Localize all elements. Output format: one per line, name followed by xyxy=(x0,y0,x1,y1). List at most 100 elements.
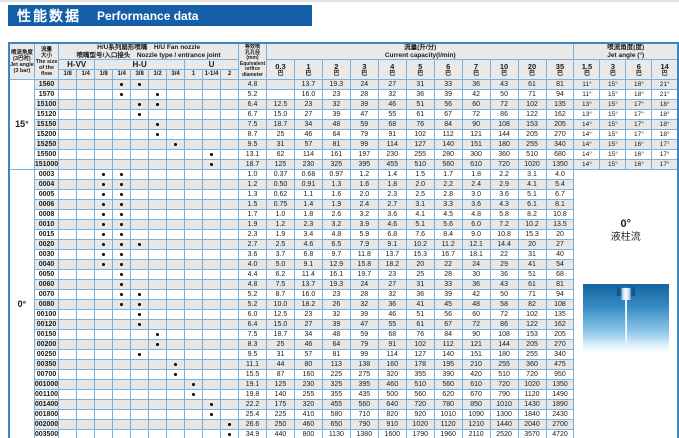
nozzle-size-header: 1/4 xyxy=(76,69,96,80)
header-line: flow xyxy=(41,70,53,77)
nozzle-availability-cell xyxy=(184,319,204,330)
nozzle-availability-cell xyxy=(58,379,78,390)
nozzle-availability-cell xyxy=(202,169,222,180)
jet-angle-cell: 11° xyxy=(573,89,601,100)
capacity-cell: 151 xyxy=(461,139,491,150)
nozzle-availability-cell xyxy=(148,169,168,180)
nozzle-availability-cell xyxy=(148,369,168,380)
capacity-cell: 270 xyxy=(545,339,575,350)
capacity-cell: 5.0 xyxy=(266,259,295,270)
nozzle-availability-cell xyxy=(148,219,168,230)
nozzle-availability-cell xyxy=(130,139,150,150)
table-row: 00120 6.4 15.0 27 39 47 55 61 67 72 86 122 162 xyxy=(9,319,678,330)
dot-marker xyxy=(120,172,124,176)
capacity-cell: 9.0 xyxy=(461,229,491,240)
capacity-cell: 27 xyxy=(377,279,407,290)
capacity-cell: 47 xyxy=(349,109,379,120)
pressure-0.3-bar-header: 0.3 巴 xyxy=(266,59,295,80)
dot-marker xyxy=(120,242,124,246)
equiv-diameter-cell: 1.5 xyxy=(238,199,267,210)
capacity-cell: 3.6 xyxy=(377,209,407,220)
table-row: 001000 19.1 125 230 325 395 460 510 560 610 720 102… xyxy=(9,379,678,390)
nozzle-availability-cell xyxy=(94,399,114,410)
equiv-diameter-cell: 13.1 xyxy=(238,149,267,160)
dot-marker xyxy=(102,192,106,196)
capacity-cell: 13.7 xyxy=(377,249,407,260)
capacity-cell: 280 xyxy=(433,149,463,160)
nozzle-availability-cell xyxy=(112,119,132,130)
nozzle-availability-cell xyxy=(130,339,150,350)
nozzle-availability-cell xyxy=(202,319,222,330)
capacity-cell: 4.1 xyxy=(517,179,547,190)
capacity-cell: 620 xyxy=(433,389,463,400)
capacity-cell: 12.5 xyxy=(266,309,295,320)
capacity-cell: 32 xyxy=(349,299,379,310)
capacity-cell: 31 xyxy=(405,79,435,90)
capacity-cell: 16.1 xyxy=(321,269,351,280)
equiv-diameter-cell: 4.0 xyxy=(238,259,267,270)
table-row: 00700 15.5 87 160 225 275 320 355 390 420 510 720 95… xyxy=(9,369,678,380)
nozzle-availability-cell xyxy=(202,239,222,250)
capacity-cell: 180 xyxy=(489,349,519,360)
capacity-cell: 94 xyxy=(545,289,575,300)
dot-marker xyxy=(156,342,160,346)
nozzle-availability-cell xyxy=(94,279,114,290)
capacity-cell: 180 xyxy=(489,139,519,150)
nozzle-availability-cell xyxy=(148,319,168,330)
capacity-cell: 5.1 xyxy=(517,189,547,200)
capacity-cell: 0.91 xyxy=(293,179,323,190)
dot-marker xyxy=(156,132,160,136)
capacity-cell: 1020 xyxy=(517,379,547,390)
nozzle-availability-cell xyxy=(76,369,96,380)
capacity-cell: 122 xyxy=(517,109,547,120)
capacity-cell: 10.8 xyxy=(545,209,575,220)
capacity-cell: 580 xyxy=(321,409,351,420)
nozzle-availability-cell xyxy=(76,219,96,230)
capacity-cell: 16.0 xyxy=(293,289,323,300)
capacity-cell: 80 xyxy=(293,359,323,370)
header-line: 孔孔径 xyxy=(245,49,261,56)
capacity-cell: 510 xyxy=(405,159,435,170)
jet-angle-cell: 15° xyxy=(599,109,627,120)
capacity-cell: 250 xyxy=(266,419,295,430)
nozzle-availability-cell xyxy=(130,119,150,130)
nozzle-availability-cell xyxy=(94,139,114,150)
capacity-cell: 27 xyxy=(293,319,323,330)
pressure-unit: 巴 xyxy=(305,70,312,77)
nozzle-availability-cell xyxy=(220,209,240,220)
nozzle-availability-cell xyxy=(220,159,240,170)
capacity-cell: 31 xyxy=(517,249,547,260)
nozzle-availability-cell xyxy=(184,419,204,430)
capacity-cell: 86 xyxy=(489,319,519,330)
flow-number-cell: 0070 xyxy=(33,289,60,300)
capacity-cell: 1.8 xyxy=(293,209,323,220)
capacity-cell: 920 xyxy=(405,409,435,420)
dot-marker xyxy=(120,212,124,216)
capacity-cell: 1890 xyxy=(545,399,575,410)
capacity-cell: 160 xyxy=(377,359,407,370)
nozzle-availability-cell xyxy=(94,79,114,90)
nozzle-jet-image xyxy=(582,284,669,354)
pressure-unit: 巴 xyxy=(417,70,424,77)
capacity-cell: 46 xyxy=(377,309,407,320)
nozzle-availability-cell xyxy=(184,429,204,438)
capacity-cell: 32 xyxy=(377,289,407,300)
nozzle-availability-cell xyxy=(130,319,150,330)
flow-number-cell: 15150 xyxy=(33,119,60,130)
capacity-cell: 39 xyxy=(349,309,379,320)
capacity-cell: 0.50 xyxy=(266,179,295,190)
capacity-cell: 61 xyxy=(405,109,435,120)
nozzle-availability-cell xyxy=(130,99,150,110)
capacity-cell: 2.5 xyxy=(266,239,295,250)
capacity-cell: 114 xyxy=(293,149,323,160)
nozzle-availability-cell xyxy=(202,159,222,170)
capacity-cell: 1.4 xyxy=(377,169,407,180)
nozzle-availability-cell xyxy=(184,389,204,400)
nozzle-availability-cell xyxy=(202,409,222,420)
table-row: 0060 4.8 7.5 13.7 19.3 24 27 31 33 36 43 61 81 xyxy=(9,279,678,290)
capacity-cell: 15.3 xyxy=(405,249,435,260)
capacity-cell: 31 xyxy=(405,279,435,290)
dot-marker xyxy=(138,322,142,326)
table-row: 00150 7.5 18.7 34 48 59 68 76 84 90 108 153 205 xyxy=(9,329,678,340)
